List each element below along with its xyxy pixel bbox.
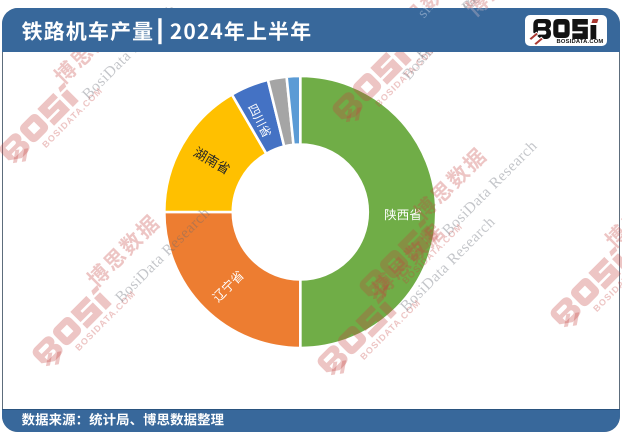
- svg-text:BOSIDATA.COM: BOSIDATA.COM: [557, 39, 604, 45]
